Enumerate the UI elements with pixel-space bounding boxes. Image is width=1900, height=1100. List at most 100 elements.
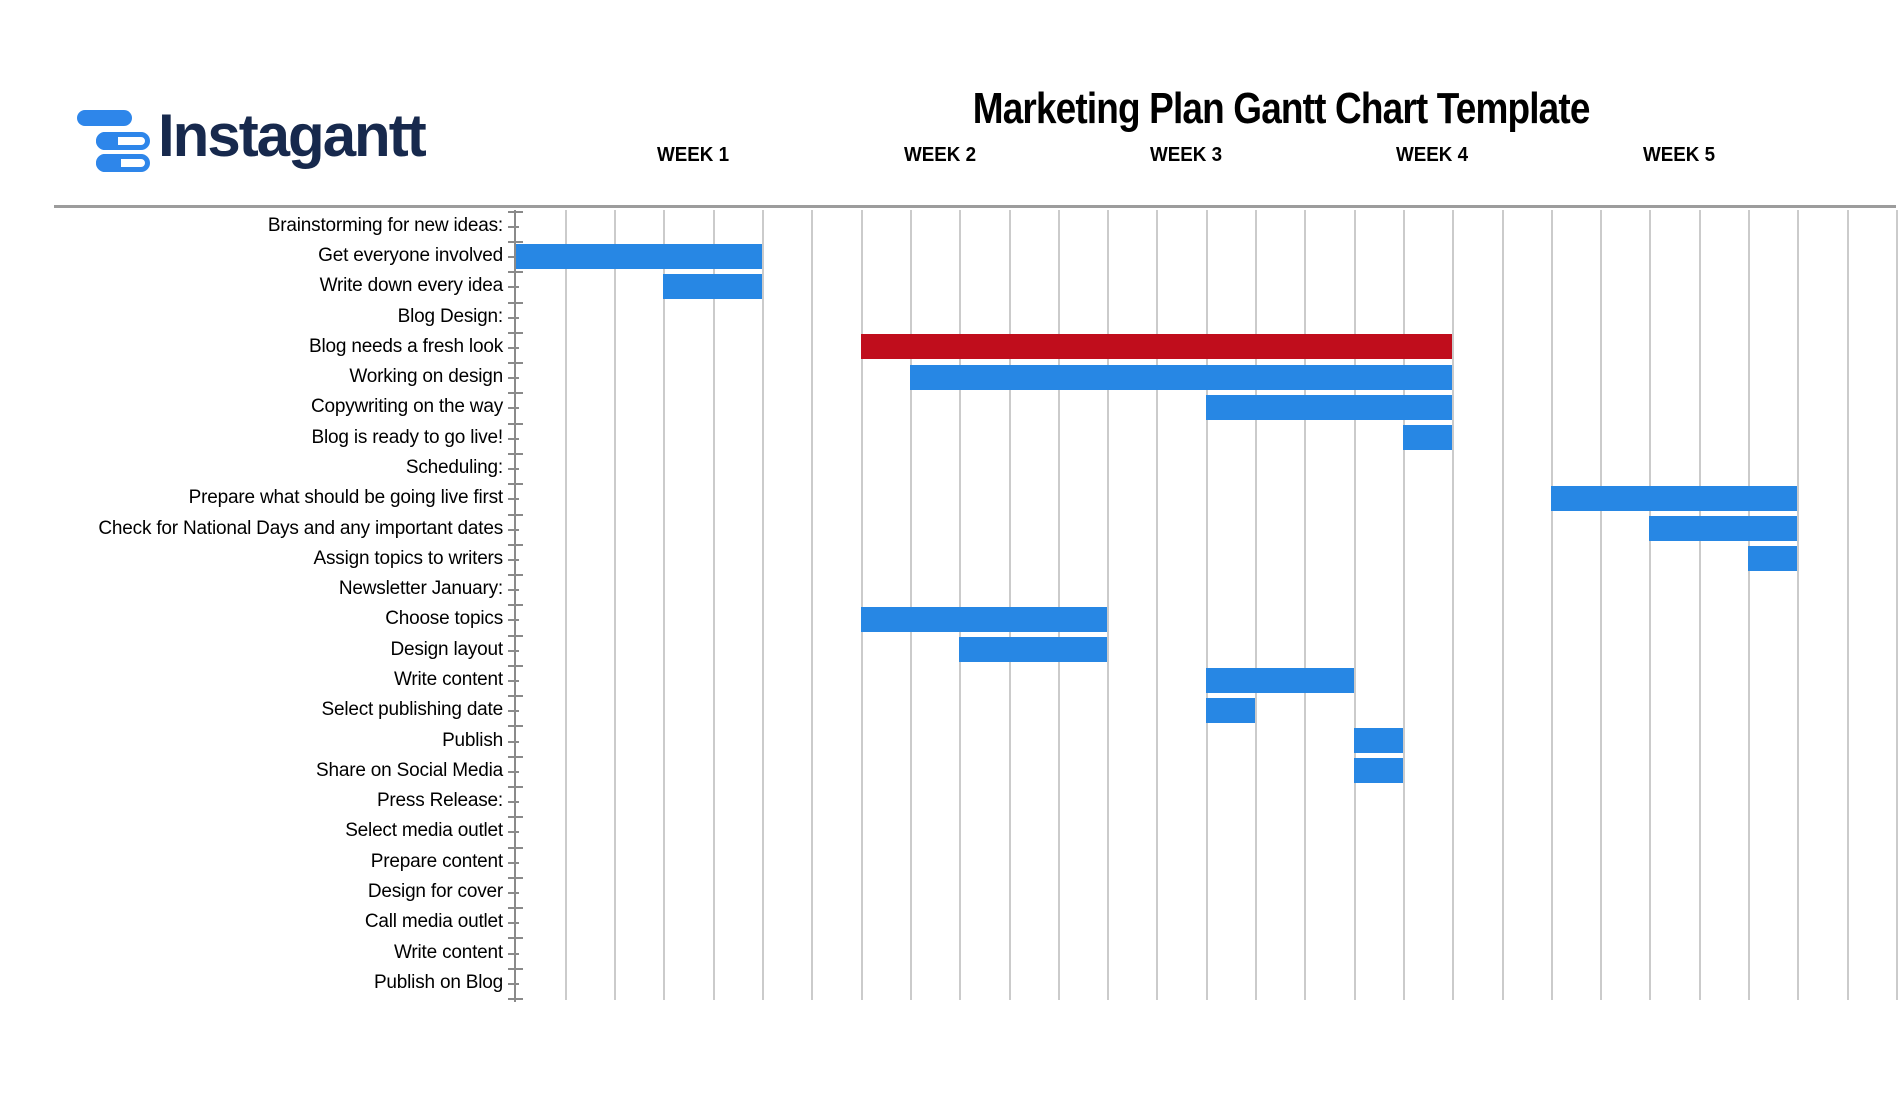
- week-header-1: WEEK 1: [656, 144, 730, 166]
- day-gridline: [959, 210, 962, 1000]
- task-bar-design-layout[interactable]: [959, 637, 1108, 663]
- axis-tick-minor: [508, 710, 519, 713]
- section-label-scheduling: Scheduling:: [405, 457, 503, 479]
- logo-bar-middle-icon: [96, 132, 150, 150]
- axis-tick-major: [508, 483, 523, 486]
- axis-tick-major: [508, 695, 523, 698]
- header-divider-line: [54, 205, 1896, 208]
- task-label-working-on-design: Working on design: [349, 366, 503, 388]
- task-label-write-content: Write content: [394, 941, 503, 963]
- task-label-share-on-social-media: Share on Social Media: [316, 759, 503, 781]
- axis-tick-major: [508, 876, 523, 879]
- axis-tick-major: [508, 362, 523, 365]
- axis-tick-minor: [508, 437, 519, 440]
- task-label-design-for-cover: Design for cover: [367, 880, 503, 902]
- task-bar-blog-is-ready-to-go-live[interactable]: [1402, 425, 1453, 451]
- day-gridline: [1008, 210, 1011, 1000]
- axis-tick-minor: [508, 558, 519, 561]
- axis-tick-major: [508, 725, 523, 728]
- axis-tick-minor: [508, 680, 519, 682]
- axis-tick-minor: [508, 256, 519, 259]
- day-gridline: [614, 210, 617, 1000]
- axis-tick-minor: [508, 468, 519, 471]
- task-label-publish: Publish: [442, 729, 503, 751]
- task-label-write-content: Write content: [394, 669, 503, 690]
- task-bar-publish[interactable]: [1353, 728, 1403, 754]
- axis-tick-major: [508, 271, 523, 274]
- axis-tick-major: [508, 664, 523, 667]
- axis-tick-major: [508, 543, 523, 546]
- day-gridline: [1600, 210, 1603, 1000]
- day-gridline: [909, 210, 912, 1000]
- task-label-prepare-content: Prepare content: [370, 850, 503, 872]
- task-label-copywriting-on-the-way: Copywriting on the way: [310, 396, 503, 418]
- task-label-call-media-outlet: Call media outlet: [364, 911, 503, 933]
- task-bar-write-content[interactable]: [1205, 667, 1354, 693]
- task-bar-check-for-national-days-and-any-important-dates[interactable]: [1649, 516, 1798, 542]
- day-gridline: [1698, 210, 1701, 1000]
- day-gridline: [1156, 210, 1159, 1000]
- task-bar-write-down-every-idea[interactable]: [663, 273, 762, 299]
- axis-tick-minor: [508, 922, 519, 925]
- day-gridline: [1797, 210, 1800, 1000]
- axis-tick-major: [508, 301, 523, 304]
- day-gridline: [1057, 210, 1060, 1000]
- section-label-press-release: Press Release:: [376, 790, 503, 812]
- axis-tick-minor: [508, 498, 519, 501]
- axis-tick-minor: [508, 316, 519, 319]
- axis-tick-major: [508, 574, 523, 577]
- axis-tick-major: [508, 997, 523, 1000]
- task-bar-get-everyone-involved[interactable]: [515, 243, 762, 269]
- chart-title: Marketing Plan Gantt Chart Template: [972, 84, 1591, 133]
- axis-tick-minor: [508, 952, 519, 955]
- axis-tick-major: [508, 634, 523, 637]
- task-label-check-for-national-days-and-any-important-dates: Check for National Days and any importan…: [98, 517, 503, 539]
- day-gridline: [1649, 210, 1652, 1000]
- axis-tick-major: [508, 755, 523, 758]
- instagantt-logo[interactable]: Instagantt: [0, 0, 520, 200]
- axis-tick-major: [508, 392, 523, 395]
- task-label-prepare-what-should-be-going-live-first: Prepare what should be going live first: [188, 487, 504, 509]
- task-bar-working-on-design[interactable]: [909, 364, 1453, 390]
- day-gridline: [1205, 210, 1208, 1000]
- axis-tick-minor: [508, 891, 519, 894]
- day-gridline: [663, 210, 666, 1000]
- week-header-2: WEEK 2: [903, 144, 977, 166]
- axis-tick-minor: [508, 982, 519, 985]
- axis-tick-minor: [508, 619, 519, 622]
- task-bar-assign-topics-to-writers[interactable]: [1748, 546, 1798, 572]
- axis-tick-minor: [508, 528, 519, 531]
- day-gridline: [1304, 210, 1307, 1000]
- day-gridline: [1107, 210, 1110, 1000]
- day-gridline: [1550, 210, 1553, 1000]
- day-gridline: [1895, 210, 1898, 1000]
- axis-tick-major: [508, 604, 523, 607]
- task-label-write-down-every-idea: Write down every idea: [319, 275, 504, 297]
- day-gridline: [1501, 210, 1504, 1000]
- axis-tick-major: [508, 907, 523, 910]
- task-bar-blog-needs-a-fresh-look[interactable]: [860, 334, 1453, 360]
- day-gridline: [860, 210, 863, 1000]
- section-label-newsletter-january: Newsletter January:: [338, 578, 503, 600]
- axis-tick-major: [508, 210, 523, 213]
- task-label-select-media-outlet: Select media outlet: [345, 820, 503, 842]
- axis-tick-minor: [508, 225, 519, 228]
- task-bar-select-publishing-date[interactable]: [1205, 697, 1255, 723]
- task-label-publish-on-blog: Publish on Blog: [373, 971, 503, 993]
- task-label-get-everyone-involved: Get everyone involved: [318, 245, 503, 267]
- axis-tick-minor: [508, 831, 519, 834]
- axis-tick-major: [508, 240, 523, 243]
- task-bar-copywriting-on-the-way[interactable]: [1205, 394, 1453, 420]
- day-gridline: [1255, 210, 1257, 1000]
- axis-tick-minor: [508, 407, 519, 410]
- logo-bar-top-icon: [77, 110, 132, 126]
- task-bar-prepare-what-should-be-going-live-first[interactable]: [1550, 485, 1798, 511]
- task-label-choose-topics: Choose topics: [385, 608, 503, 630]
- logo-bar-bottom-icon: [96, 154, 150, 172]
- task-bar-share-on-social-media[interactable]: [1353, 758, 1403, 784]
- task-label-blog-is-ready-to-go-live: Blog is ready to go live!: [311, 426, 504, 448]
- axis-tick-major: [508, 846, 523, 849]
- task-bar-choose-topics[interactable]: [860, 606, 1108, 632]
